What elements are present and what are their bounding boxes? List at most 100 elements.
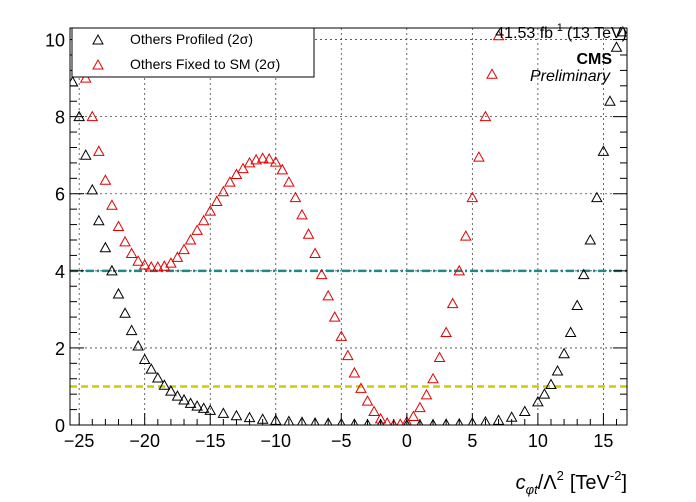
data-point [197, 402, 210, 413]
data-point [112, 220, 125, 231]
data-point [145, 260, 158, 272]
x-axis-title: cφt/Λ2 [TeV-2] [516, 468, 627, 497]
data-point [532, 395, 544, 407]
data-point [355, 382, 367, 393]
data-point [480, 415, 491, 425]
data-point [427, 372, 439, 384]
data-point [132, 255, 145, 266]
data-point [171, 251, 184, 262]
data-point [204, 205, 217, 216]
legend-marker-fixed [92, 58, 104, 70]
data-point [92, 214, 105, 226]
legend-label-profiled: Others Profiled (2σ) [130, 31, 253, 47]
data-point [577, 268, 590, 280]
data-point [79, 149, 92, 160]
data-point [459, 230, 472, 241]
data-point [323, 417, 333, 425]
data-point [604, 95, 616, 106]
x-axis-title-power: 2 [557, 468, 564, 483]
data-point [145, 363, 158, 374]
data-point [217, 185, 230, 197]
data-point [125, 324, 138, 336]
data-point [337, 417, 346, 425]
legend-label-fixed: Others Fixed to SM (2σ) [130, 56, 280, 72]
data-point [414, 401, 426, 413]
data-point [132, 339, 145, 351]
data-point [610, 41, 623, 52]
legend-entry-profiled: Others Profiled (2σ) [92, 31, 253, 47]
data-point [138, 259, 151, 270]
plot-frame [69, 27, 628, 426]
data-point [296, 208, 308, 220]
data-point [429, 418, 437, 425]
data-point [315, 268, 328, 280]
data-point [106, 199, 118, 210]
data-point [479, 110, 492, 122]
legend: Others Profiled (2σ) Others Fixed to SM … [71, 27, 315, 78]
legend-box [71, 27, 315, 78]
data-point [86, 110, 99, 122]
cms-label: CMS [576, 51, 612, 68]
data-point [99, 241, 112, 253]
y-tick-label: 8 [55, 108, 65, 128]
data-point [466, 191, 479, 203]
data-point [453, 264, 466, 276]
x-axis-title-symbol: c [516, 472, 526, 494]
data-point [210, 195, 223, 206]
axis-ticks [70, 39, 627, 426]
data-point [224, 176, 236, 187]
data-point [191, 224, 203, 235]
legend-entry-fixed: Others Fixed to SM (2σ) [92, 56, 280, 72]
data-point [217, 407, 230, 418]
data-point [551, 365, 564, 376]
data-point [407, 410, 420, 422]
data-point [276, 163, 289, 175]
x-tick-label: −15 [195, 431, 226, 451]
data-point [597, 145, 610, 156]
data-point [350, 418, 359, 425]
data-point [518, 405, 531, 417]
data-point [455, 417, 464, 425]
x-tick-label: −10 [260, 431, 291, 451]
data-point [492, 29, 505, 41]
data-point [191, 400, 203, 411]
data-point [377, 418, 385, 425]
legend-marker-profiled [92, 33, 104, 45]
data-point [361, 395, 374, 406]
y-tick-label: 4 [55, 262, 65, 282]
data-point [289, 191, 302, 203]
data-point [302, 228, 315, 239]
data-point [283, 415, 295, 425]
data-point [322, 289, 335, 301]
data-point [309, 247, 321, 258]
axis-tick-labels: −25 −20 −15 −10 −5 0 5 10 15 0 2 4 6 8 10 [45, 31, 613, 451]
data-point [473, 151, 485, 162]
y-tick-label: 10 [45, 31, 65, 51]
data-point [99, 174, 112, 185]
data-point [348, 366, 361, 378]
data-point [73, 110, 86, 122]
data-point [368, 405, 380, 417]
data-point [250, 153, 262, 165]
data-point [341, 349, 354, 361]
x-tick-label: 10 [528, 431, 548, 451]
data-point [151, 260, 164, 272]
data-point [283, 176, 295, 187]
data-point [178, 393, 190, 405]
data-point [467, 417, 477, 425]
data-point [92, 145, 105, 156]
data-point [571, 299, 584, 311]
data-point [269, 156, 282, 167]
x-axis-title-close: ] [621, 472, 627, 494]
data-point [401, 415, 412, 425]
data-point [440, 326, 452, 337]
data-point [442, 418, 450, 425]
x-tick-label: −5 [331, 431, 352, 451]
data-point [138, 353, 151, 364]
data-point [237, 162, 249, 174]
data-point [591, 191, 603, 203]
y-tick-label: 6 [55, 185, 65, 205]
data-point [165, 385, 177, 396]
data-point [158, 379, 171, 390]
